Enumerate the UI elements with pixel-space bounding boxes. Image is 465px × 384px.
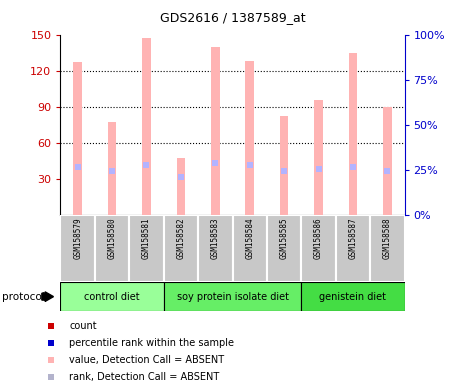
Bar (301, 282, 405, 311)
Text: soy protein isolate diet: soy protein isolate diet (177, 291, 288, 302)
Bar (349, 53, 357, 215)
Bar (129, 215, 164, 282)
Bar (164, 282, 301, 311)
Bar (177, 159, 185, 215)
Text: protocol: protocol (2, 291, 45, 302)
Bar (60, 282, 164, 311)
Text: percentile rank within the sample: percentile rank within the sample (69, 338, 234, 348)
Bar (383, 107, 392, 215)
Bar (142, 38, 151, 215)
Bar (336, 215, 370, 282)
Bar (60, 215, 95, 282)
Text: GDS2616 / 1387589_at: GDS2616 / 1387589_at (159, 12, 306, 25)
Bar (95, 215, 129, 282)
Text: GSM158587: GSM158587 (348, 217, 358, 259)
Bar (73, 62, 82, 215)
Bar (370, 215, 405, 282)
Bar (198, 215, 232, 282)
Bar (211, 46, 219, 215)
Text: genistein diet: genistein diet (319, 291, 386, 302)
Bar (232, 215, 267, 282)
Text: control diet: control diet (84, 291, 140, 302)
Text: count: count (69, 321, 97, 331)
Text: GSM158580: GSM158580 (107, 217, 117, 259)
Text: rank, Detection Call = ABSENT: rank, Detection Call = ABSENT (69, 372, 219, 382)
Text: GSM158588: GSM158588 (383, 217, 392, 259)
Text: GSM158584: GSM158584 (245, 217, 254, 259)
Text: GSM158585: GSM158585 (279, 217, 289, 259)
Bar (108, 122, 116, 215)
Bar (301, 215, 336, 282)
Text: GSM158579: GSM158579 (73, 217, 82, 259)
Text: value, Detection Call = ABSENT: value, Detection Call = ABSENT (69, 355, 224, 365)
Bar (267, 215, 301, 282)
Text: GSM158586: GSM158586 (314, 217, 323, 259)
Bar (246, 61, 254, 215)
Bar (314, 99, 323, 215)
Text: GSM158582: GSM158582 (176, 217, 186, 259)
Text: GSM158583: GSM158583 (211, 217, 220, 259)
Bar (280, 116, 288, 215)
Text: GSM158581: GSM158581 (142, 217, 151, 259)
Bar (164, 215, 198, 282)
